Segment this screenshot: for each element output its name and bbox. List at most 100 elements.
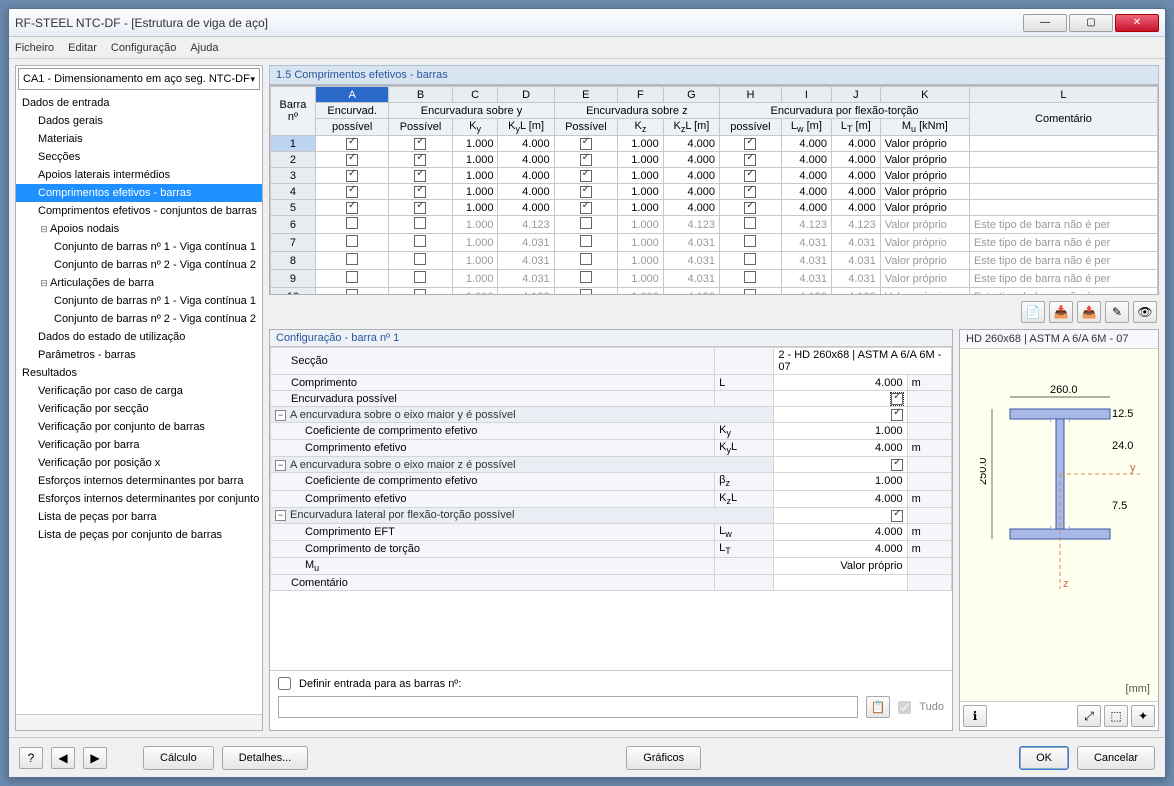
toolbar-icon-eye[interactable]: 👁 <box>1133 301 1157 323</box>
cell[interactable]: 4.123 <box>831 288 880 295</box>
cell[interactable]: 4.031 <box>663 234 719 252</box>
tree-sls[interactable]: Dados do estado de utilização <box>16 328 262 346</box>
cell-comment[interactable]: Este tipo de barra não é per <box>969 270 1157 288</box>
cell[interactable]: 1.000 <box>452 288 498 295</box>
row-head[interactable]: 8 <box>271 252 316 270</box>
cell[interactable]: 1.000 <box>618 234 664 252</box>
cell-comment[interactable]: Este tipo de barra não é per <box>969 252 1157 270</box>
details-button[interactable]: Detalhes... <box>222 746 309 770</box>
col-K[interactable]: K <box>880 87 969 103</box>
maximize-button[interactable]: ▢ <box>1069 14 1113 32</box>
cell-check[interactable] <box>414 170 426 182</box>
cell[interactable]: Valor próprio <box>880 234 969 252</box>
cell[interactable]: 1.000 <box>618 252 664 270</box>
cell[interactable]: 1.000 <box>618 270 664 288</box>
cell[interactable]: Valor próprio <box>880 200 969 216</box>
tree-params-bars[interactable]: Parâmetros - barras <box>16 346 262 364</box>
cell[interactable]: 4.123 <box>663 216 719 234</box>
cell-comment[interactable] <box>969 152 1157 168</box>
cell-check[interactable] <box>580 138 592 150</box>
cell[interactable]: 4.000 <box>498 184 554 200</box>
cell[interactable]: 4.000 <box>781 152 831 168</box>
tree-scrollbar[interactable] <box>16 714 262 730</box>
row-head[interactable]: 9 <box>271 270 316 288</box>
calc-button[interactable]: Cálculo <box>143 746 214 770</box>
cell-check[interactable] <box>346 289 358 295</box>
cell[interactable]: 4.123 <box>831 216 880 234</box>
tree-supports[interactable]: Apoios laterais intermédios <box>16 166 262 184</box>
row-head[interactable]: 6 <box>271 216 316 234</box>
cell[interactable]: 4.000 <box>781 168 831 184</box>
cell[interactable]: 4.000 <box>498 136 554 152</box>
cell-comment[interactable]: Este tipo de barra não é per <box>969 234 1157 252</box>
cell[interactable]: 4.031 <box>663 252 719 270</box>
cell-comment[interactable] <box>969 184 1157 200</box>
cell[interactable]: 1.000 <box>452 234 498 252</box>
cell-check[interactable] <box>414 271 426 283</box>
tree-r5[interactable]: Verificação por posição x <box>16 454 262 472</box>
cell[interactable]: 4.000 <box>831 200 880 216</box>
cell[interactable]: 4.000 <box>663 136 719 152</box>
tree-r1[interactable]: Verificação por caso de carga <box>16 382 262 400</box>
cell-check[interactable] <box>580 235 592 247</box>
cell[interactable]: 1.000 <box>618 168 664 184</box>
cell-check[interactable] <box>580 202 592 214</box>
cell[interactable]: 1.000 <box>618 288 664 295</box>
view-icon-3[interactable]: ✦ <box>1131 705 1155 727</box>
col-I[interactable]: I <box>781 87 831 103</box>
case-combo[interactable]: CA1 - Dimensionamento em aço seg. NTC-DF <box>18 68 260 90</box>
cell[interactable]: 1.000 <box>452 184 498 200</box>
cell[interactable]: 1.000 <box>452 270 498 288</box>
cell[interactable]: 4.000 <box>498 168 554 184</box>
cell-check[interactable] <box>744 138 756 150</box>
cell-check[interactable] <box>346 186 358 198</box>
cell[interactable]: Valor próprio <box>880 252 969 270</box>
cell-check[interactable] <box>346 138 358 150</box>
cell-check[interactable] <box>580 186 592 198</box>
row-head[interactable]: 10 <box>271 288 316 295</box>
graphs-button[interactable]: Gráficos <box>626 746 701 770</box>
cell-comment[interactable] <box>969 136 1157 152</box>
cell[interactable]: 4.000 <box>663 152 719 168</box>
col-G[interactable]: G <box>663 87 719 103</box>
detail-ft-check[interactable] <box>891 510 903 522</box>
cell-check[interactable] <box>414 138 426 150</box>
cell-check[interactable] <box>414 217 426 229</box>
cell-check[interactable] <box>414 253 426 265</box>
cell[interactable]: 4.031 <box>781 252 831 270</box>
cell[interactable]: 4.123 <box>498 216 554 234</box>
col-B[interactable]: B <box>389 87 452 103</box>
menu-edit[interactable]: Editar <box>68 42 97 54</box>
col-J[interactable]: J <box>831 87 880 103</box>
nav-tree[interactable]: Dados de entrada Dados gerais Materiais … <box>16 92 262 714</box>
cell[interactable]: 1.000 <box>452 216 498 234</box>
cell[interactable]: 4.031 <box>781 270 831 288</box>
cell-check[interactable] <box>744 154 756 166</box>
cell-check[interactable] <box>580 253 592 265</box>
view-icon-1[interactable]: ⤢ <box>1077 705 1101 727</box>
cell-check[interactable] <box>414 202 426 214</box>
cell-check[interactable] <box>580 289 592 295</box>
cell[interactable]: 4.031 <box>781 234 831 252</box>
cell-check[interactable] <box>744 253 756 265</box>
cell[interactable]: 4.123 <box>781 216 831 234</box>
cell[interactable]: 4.031 <box>831 252 880 270</box>
cell-check[interactable] <box>744 217 756 229</box>
cell[interactable]: 1.000 <box>618 136 664 152</box>
cell[interactable]: 4.000 <box>781 136 831 152</box>
cell[interactable]: 4.031 <box>498 252 554 270</box>
cell[interactable]: 4.031 <box>498 234 554 252</box>
tree-eff-lengths-sets[interactable]: Comprimentos efetivos - conjuntos de bar… <box>16 202 262 220</box>
detail-y-check[interactable] <box>891 409 903 421</box>
close-button[interactable]: ✕ <box>1115 14 1159 32</box>
ok-button[interactable]: OK <box>1019 746 1069 770</box>
prev-icon[interactable]: ◀ <box>51 747 75 769</box>
cell-check[interactable] <box>414 235 426 247</box>
define-input-check[interactable] <box>278 677 291 690</box>
cell[interactable]: 4.000 <box>663 184 719 200</box>
cell[interactable]: 1.000 <box>618 216 664 234</box>
cell[interactable]: 4.123 <box>498 288 554 295</box>
cell-check[interactable] <box>744 170 756 182</box>
cell-check[interactable] <box>346 235 358 247</box>
cell-check[interactable] <box>346 202 358 214</box>
